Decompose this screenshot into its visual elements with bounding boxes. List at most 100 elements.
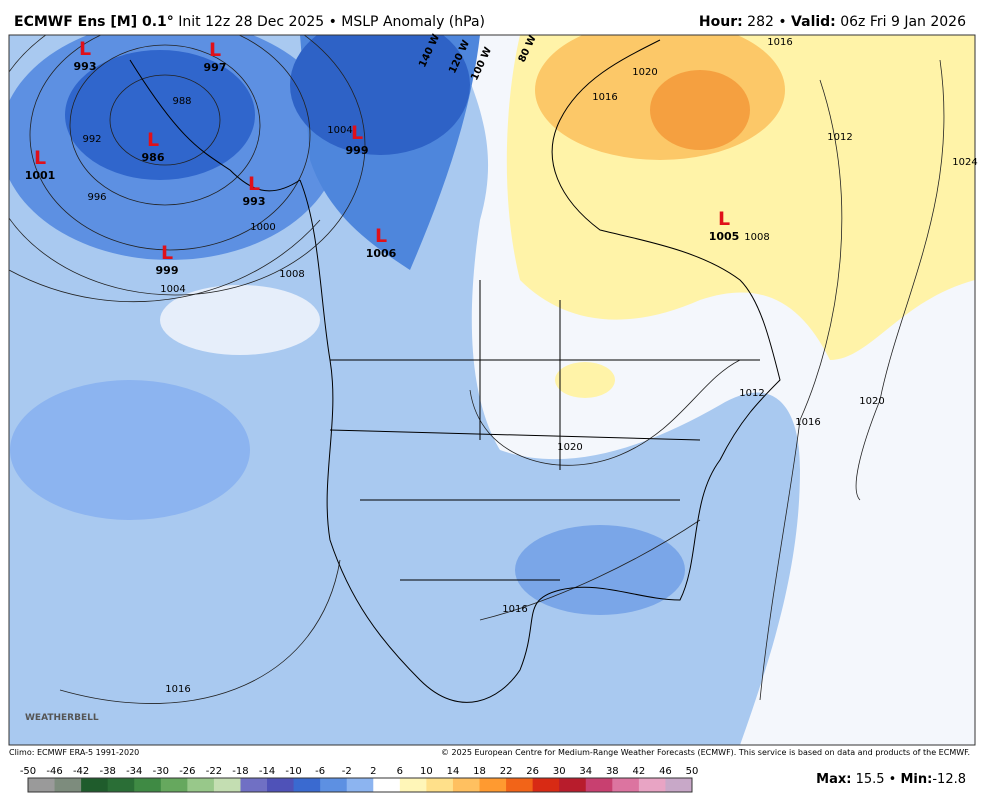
colorbar-tick-label: 50 [686,766,699,777]
low-value: 997 [204,61,227,74]
map-frame [8,34,976,746]
low-value: 999 [346,144,369,157]
isobar-label: 1016 [502,604,527,615]
isobar-label: 1000 [250,222,275,233]
low-value: 999 [156,264,179,277]
model: ECMWF Ens [M] 0.1° [14,14,174,30]
isobar-label: 1020 [632,67,657,78]
colorbar-tick-label: 46 [659,766,672,777]
isobar-label: 1024 [952,157,977,168]
colorbar-tick-label: 26 [526,766,539,777]
colorbar-tick-label: -34 [126,766,142,777]
colorbar-swatch [293,778,321,792]
colorbar-tick-label: -6 [315,766,325,777]
colorbar-tick-label: 14 [447,766,460,777]
low-value: 993 [243,195,266,208]
low-value: 1001 [25,169,56,182]
low-symbol: L [351,122,363,144]
colorbar-tick-label: -18 [232,766,248,777]
colorbar-tick-label: -26 [179,766,195,777]
colorbar-tick-label: 6 [397,766,403,777]
isobar-label: 1004 [327,125,352,136]
colorbar-tick-label: -14 [259,766,275,777]
low-value: 1006 [366,247,397,260]
colorbar-swatch [585,778,613,792]
low-symbol: L [248,173,260,195]
colorbar-tick-label: -10 [285,766,301,777]
colorbar-tick-label: 30 [553,766,566,777]
colorbar-frame [27,777,693,793]
colorbar-tick-label: 34 [579,766,592,777]
low-value: 986 [142,151,165,164]
low-symbol: L [161,242,173,264]
colorbar-swatch [373,778,401,792]
isobar-label: 1016 [795,417,820,428]
low-value: 993 [74,60,97,73]
colorbar-tick-label: -2 [342,766,352,777]
colorbar-swatch [28,778,56,792]
colorbar-tick-label: -46 [46,766,62,777]
isobar-label: 1008 [279,269,304,280]
low-symbol: L [718,208,730,230]
isobar-label: 1012 [739,388,764,399]
low-symbol: L [209,39,221,61]
map: WEATHERBELL [9,35,975,745]
colorbar-swatch [559,778,587,792]
hour-value: 282 • [747,14,786,30]
colorbar-swatch [665,778,693,792]
isobar-label: 1020 [557,442,582,453]
header-right: Hour: 282 • Valid: 06z Fri 9 Jan 2026 [699,14,966,30]
colorbar-tick-label: -30 [153,766,169,777]
colorbar-swatch [320,778,348,792]
isobar-label: 988 [172,96,191,107]
climo: Climo: ECMWF ERA-5 1991-2020 [9,748,139,757]
colorbar-swatch [160,778,188,792]
colorbar-swatch [532,778,560,792]
isobar-label: 1016 [165,684,190,695]
valid-label: Valid: [791,14,836,30]
colorbar-swatch [506,778,534,792]
min-label: Min: [901,772,933,787]
colorbar-tick-label: -42 [73,766,89,777]
colorbar-tick-label: -38 [100,766,116,777]
colorbar-swatch [134,778,162,792]
isobar-label: 1016 [592,92,617,103]
min-value: -12.8 [932,772,966,787]
low-symbol: L [375,225,387,247]
colorbar-swatch [399,778,427,792]
isobar-label: 1004 [160,284,185,295]
colorbar-tick-label: 22 [500,766,513,777]
colorbar-tick-label: -50 [20,766,36,777]
colorbar-swatch [81,778,109,792]
isobar-label: 992 [82,134,101,145]
isobar-label: 996 [87,192,106,203]
low-symbol: L [147,129,159,151]
header-left: ECMWF Ens [M] 0.1° Init 12z 28 Dec 2025 … [14,14,485,30]
colorbar-swatch [267,778,295,792]
colorbar-swatch [187,778,215,792]
colorbar-swatch [213,778,241,792]
isobar-label: 1020 [859,396,884,407]
colorbar-tick-label: 10 [420,766,433,777]
valid-value: 06z Fri 9 Jan 2026 [840,14,966,30]
max-label: Max: [816,772,851,787]
max-min: Max: 15.5 • Min:-12.8 [816,772,966,787]
isobar-label: 1016 [767,37,792,48]
logo: WEATHERBELL [25,713,99,723]
colorbar-swatch [612,778,640,792]
colorbar-tick-label: 2 [370,766,376,777]
colorbar-tick-label: 18 [473,766,486,777]
colorbar-swatch [426,778,454,792]
colorbar-tick-label: 38 [606,766,619,777]
colorbar-tick-label: 42 [633,766,646,777]
colorbar: -50 -46 -42 -38 -34 -30 -26 -22 -18 -14 -10 -6 -2 2 6 1… [20,766,699,793]
low-symbol: L [79,38,91,60]
colorbar-swatch [107,778,135,792]
colorbar-swatch [479,778,507,792]
low-symbol: L [34,147,46,169]
hour-label: Hour: [699,14,743,30]
colorbar-tick-label: -22 [206,766,222,777]
init: Init 12z 28 Dec 2025 • MSLP Anomaly (hPa… [178,14,485,30]
colorbar-swatch [638,778,666,792]
colorbar-swatch [54,778,82,792]
